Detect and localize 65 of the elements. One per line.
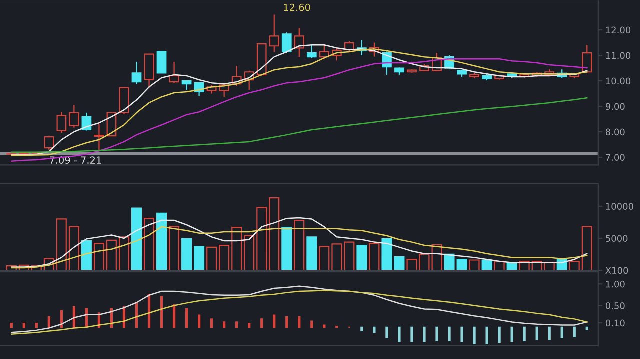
bar — [269, 198, 280, 271]
bar — [56, 218, 67, 271]
bar — [206, 246, 218, 271]
y-tick-label: 10000 — [606, 203, 634, 210]
bar — [569, 260, 580, 271]
candlestick — [56, 112, 67, 134]
bar — [282, 227, 292, 271]
bar — [219, 244, 230, 271]
candlestick — [582, 44, 592, 74]
y-tick-label: 11.00 — [606, 52, 631, 60]
candlestick — [294, 27, 304, 58]
bar — [369, 243, 380, 271]
candlestick — [156, 51, 167, 74]
bar — [482, 260, 492, 271]
y-tick-label: 7.00 — [606, 154, 625, 162]
candlestick — [282, 32, 292, 54]
line-series — [11, 97, 588, 154]
bar — [68, 226, 80, 271]
bar — [306, 236, 318, 271]
bar — [194, 246, 205, 271]
candlestick — [319, 44, 330, 60]
candlestick — [182, 80, 192, 91]
bar — [94, 243, 104, 271]
y-tick-label: 1.00 — [606, 280, 625, 288]
y-tick-label: 8.00 — [606, 128, 625, 136]
candlestick — [94, 124, 104, 151]
candlestick — [69, 104, 80, 128]
candlestick — [306, 44, 317, 59]
candlestick — [132, 61, 142, 85]
bar — [244, 235, 255, 271]
bar — [106, 240, 117, 271]
bar — [356, 244, 368, 271]
y-tick-label: 9.00 — [606, 103, 625, 110]
candlestick — [44, 135, 54, 150]
bar — [332, 244, 342, 271]
y-tick-label: 12.00 — [606, 26, 631, 34]
line-series — [11, 217, 588, 268]
bar — [182, 238, 192, 271]
y-tick-label: 0.50 — [606, 302, 625, 310]
bar — [294, 220, 305, 271]
bar — [456, 259, 468, 271]
bar — [419, 254, 430, 271]
bar — [81, 240, 92, 271]
bar — [469, 260, 480, 271]
bar — [118, 236, 130, 271]
bar — [156, 212, 168, 271]
bar — [256, 207, 268, 271]
y-tick-label: 5000 — [606, 235, 628, 242]
bar — [232, 227, 242, 271]
y-tick-label: 0.10 — [606, 320, 625, 327]
bar — [169, 226, 180, 271]
line-series — [11, 226, 588, 269]
y-tick-label: X100 — [606, 267, 628, 274]
bar — [444, 254, 455, 271]
bar — [344, 242, 355, 271]
y-tick-label: 10.00 — [606, 78, 631, 85]
candlestick — [269, 14, 280, 53]
annotation: 12.60 — [284, 4, 310, 12]
bar — [394, 256, 405, 271]
bar — [406, 259, 418, 271]
bar — [132, 208, 142, 271]
bar — [144, 218, 155, 271]
bar — [382, 238, 392, 271]
bar — [582, 226, 592, 271]
bar — [319, 246, 330, 271]
